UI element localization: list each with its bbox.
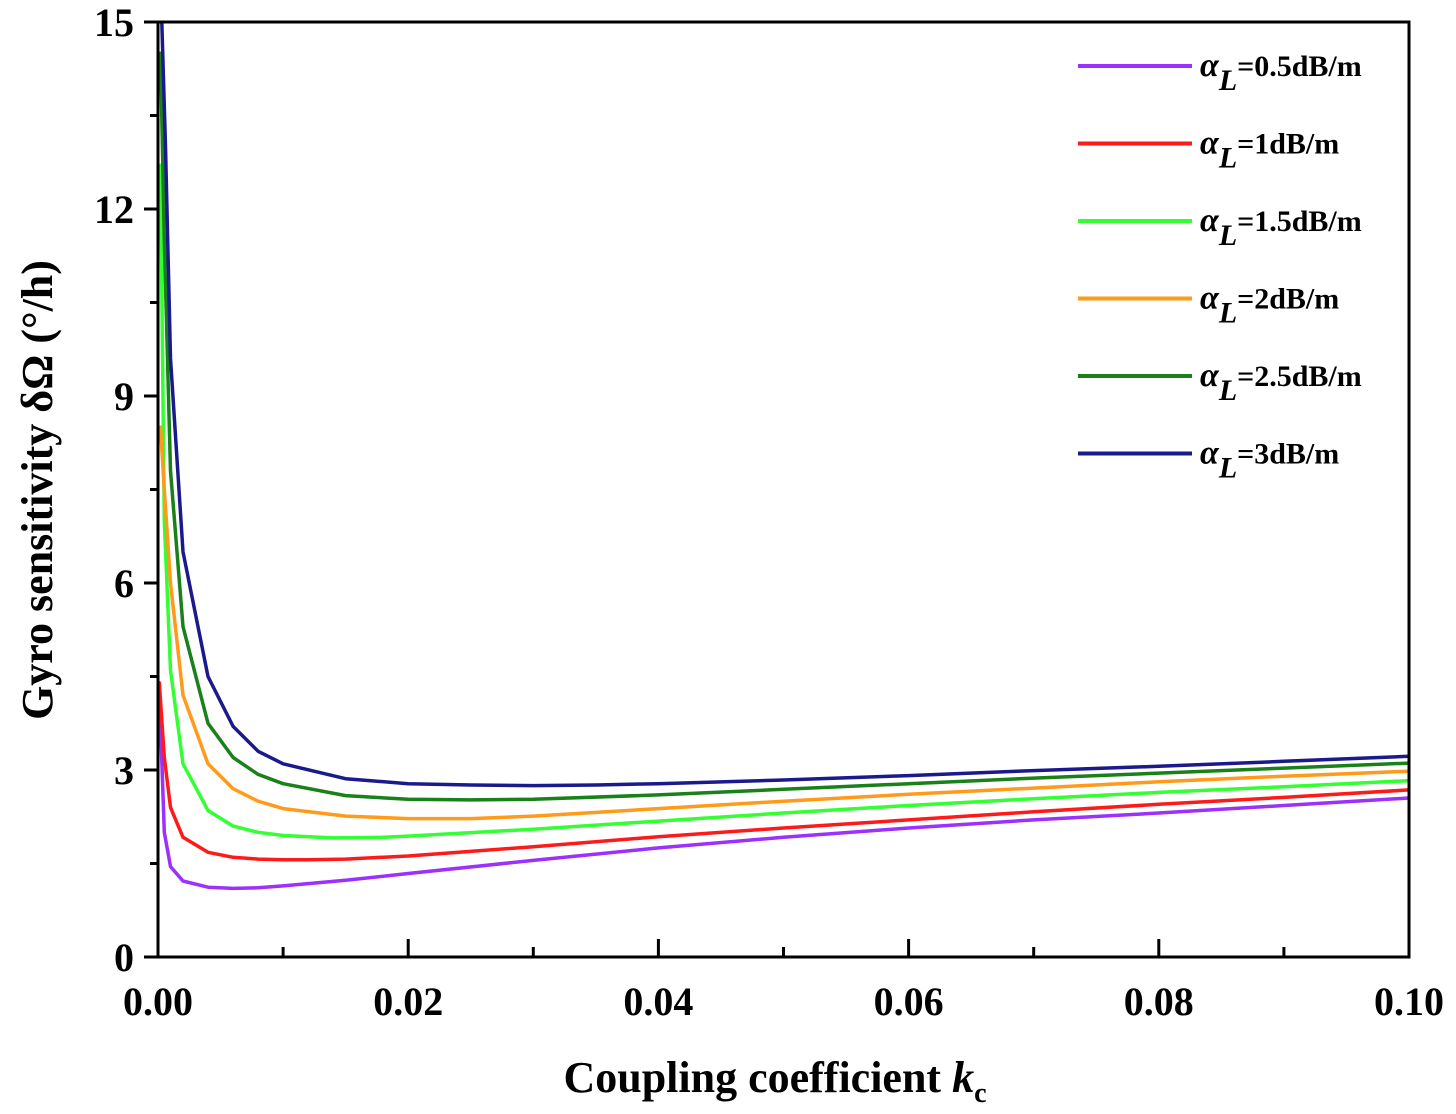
legend-value: =2dB/m [1237, 283, 1339, 316]
y-axis-title: Gyro sensitivity δΩ (°/h) [13, 260, 62, 720]
legend-symbol: α [1200, 202, 1220, 239]
legend-symbol: α [1200, 435, 1220, 472]
curves-layer [158, 22, 1409, 891]
legend-symbol: α [1200, 47, 1220, 84]
series-line-4 [158, 425, 1409, 821]
legend-subscript: L [1218, 374, 1237, 407]
legend-value: =1.5dB/m [1237, 205, 1362, 238]
x-axis-title-var: k [952, 1053, 974, 1102]
x-tick-label: 0.02 [373, 979, 443, 1024]
series-line-6 [160, 22, 1409, 788]
legend-value: =2.5dB/m [1237, 360, 1362, 393]
legend-subscript: L [1218, 64, 1237, 97]
legend-label-2: αL=1dB/m [1200, 125, 1339, 175]
series-line-5 [158, 51, 1409, 802]
tick-labels-layer: 0.00 0.02 0.04 0.06 0.08 0.10 0 3 6 9 12 15 [94, 0, 1444, 1024]
x-tick-label: 0.04 [623, 979, 693, 1024]
legend-symbol: α [1200, 280, 1220, 317]
legend-label-6: αL=3dB/m [1200, 435, 1339, 485]
legend-subscript: L [1218, 452, 1237, 485]
axis-titles: Coupling coefficient kc Gyro sensitivity… [13, 260, 987, 1109]
legend-label-3: αL=1.5dB/m [1200, 202, 1362, 252]
x-axis-title: Coupling coefficient kc [563, 1053, 986, 1109]
series-line-3 [158, 163, 1409, 840]
legend-symbol: α [1200, 357, 1220, 394]
legend-symbol: α [1200, 125, 1220, 162]
ticks-layer [144, 20, 1411, 959]
x-axis-title-sub: c [974, 1078, 986, 1109]
y-tick-label: 0 [114, 935, 134, 980]
x-axis-title-text: Coupling coefficient [563, 1053, 952, 1102]
legend-value: =1dB/m [1237, 128, 1339, 161]
legend-subscript: L [1218, 219, 1237, 252]
x-tick-label: 0.10 [1374, 979, 1444, 1024]
legend-subscript: L [1218, 297, 1237, 330]
series-line-2 [158, 680, 1409, 862]
x-tick-label: 0.00 [123, 979, 193, 1024]
y-tick-label: 6 [114, 561, 134, 606]
legend-label-4: αL=2dB/m [1200, 280, 1339, 330]
y-tick-label: 3 [114, 748, 134, 793]
legend-value: =3dB/m [1237, 438, 1339, 471]
legend-label-5: αL=2.5dB/m [1200, 357, 1362, 407]
legend: αL=0.5dB/mαL=1dB/mαL=1.5dB/mαL=2dB/mαL=2… [1078, 47, 1362, 485]
y-tick-label: 15 [94, 0, 134, 45]
series-line-1 [158, 687, 1409, 891]
x-tick-label: 0.06 [874, 979, 944, 1024]
y-tick-label: 12 [94, 187, 134, 232]
legend-label-1: αL=0.5dB/m [1200, 47, 1362, 97]
y-tick-label: 9 [114, 374, 134, 419]
x-tick-label: 0.08 [1124, 979, 1194, 1024]
legend-value: =0.5dB/m [1237, 50, 1362, 83]
legend-subscript: L [1218, 142, 1237, 175]
